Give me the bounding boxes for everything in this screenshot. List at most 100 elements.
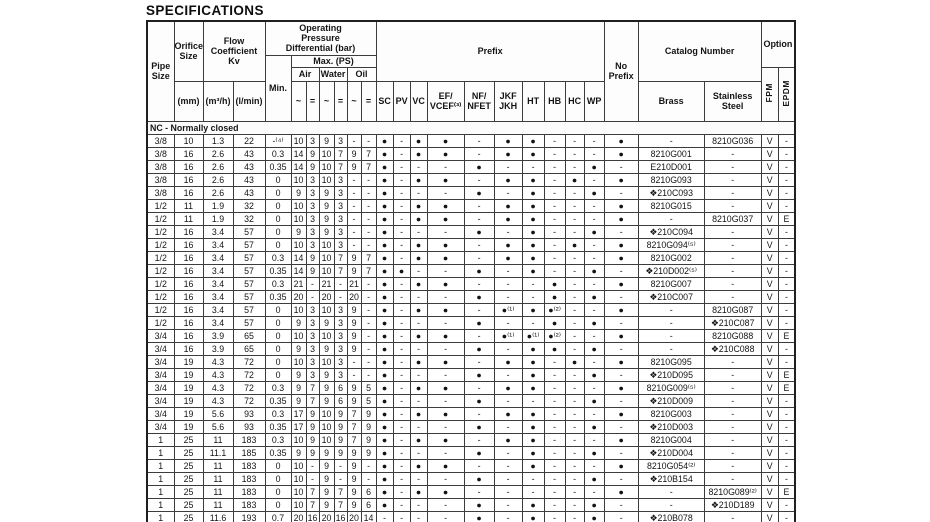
cell-prefix-nf-nfet: ●: [463, 497, 495, 512]
cell-oil-dc: 7: [360, 263, 377, 278]
cell-no-prefix: ●: [603, 146, 639, 161]
cell-prefix-ef-vcef: -: [426, 419, 465, 434]
table-row: 1/2 16 3.4 57 0 9 3 9 3 9- ● - - - ● - - ● - ● - - ❖210C087 V -: [146, 315, 796, 330]
cell-prefix-nf-nfet: ●: [463, 510, 495, 522]
section-row: NC - Normally closed: [146, 120, 796, 135]
cell-catalog-brass: 8210G093: [637, 172, 705, 187]
cell-kv-lmin: 22: [232, 133, 266, 148]
cell-prefix-ef-vcef: ●: [426, 354, 465, 369]
col-header-prefix-vc: VC: [409, 80, 428, 122]
cell-oil-dc: -: [360, 237, 377, 252]
cell-water-ac: 10: [318, 328, 335, 343]
cell-kv-lmin: 57: [232, 315, 266, 330]
cell-orifice-mm: 19: [173, 406, 204, 421]
col-header-oil-ac: ~: [346, 80, 362, 122]
cell-option-epdm: -: [777, 510, 796, 522]
cell-kv-m3h: 11: [202, 471, 234, 486]
cell-option-fpm: V: [760, 341, 779, 356]
cell-orifice-mm: 16: [173, 172, 204, 187]
cell-oil-dc: 9: [360, 445, 377, 460]
cell-prefix-vc: ●: [409, 484, 428, 499]
cell-min-pressure: 0.35: [264, 289, 292, 304]
cell-option-epdm: E: [777, 328, 796, 343]
cell-catalog-stainless: 8210G036: [703, 133, 762, 148]
cell-water-dc: 3: [333, 198, 348, 213]
cell-prefix-vc: ●: [409, 133, 428, 148]
cell-no-prefix: -: [603, 497, 639, 512]
cell-kv-lmin: 183: [232, 484, 266, 499]
cell-prefix-ef-vcef: ●: [426, 172, 465, 187]
cell-no-prefix: -: [603, 419, 639, 434]
table-row: 1/2 16 3.4 57 0 10 3 10 3- - ● - ● ● - ● ● - ● - ● 8210G094⁽⁵…: [146, 237, 796, 252]
cell-oil-ac: 9: [346, 250, 362, 265]
cell-oil-ac: 9: [346, 341, 362, 356]
cell-prefix-ht: ●: [521, 445, 545, 460]
table-row: 3/4 16 3.9 65 0 9 3 9 3 9- ● - - - ● - ● ● - ● - - ❖210C088 V -: [146, 341, 796, 356]
cell-kv-m3h: 3.4: [202, 289, 234, 304]
cell-water-dc: -: [333, 458, 348, 473]
cell-prefix-ht: ●: [521, 458, 545, 473]
cell-prefix-hc: -: [564, 497, 585, 512]
cell-prefix-jkf-jkh: ●: [493, 354, 523, 369]
cell-prefix-vc: -: [409, 367, 428, 382]
cell-air-dc: 3: [305, 198, 320, 213]
cell-option-epdm: -: [777, 172, 796, 187]
cell-oil-dc: -: [360, 302, 377, 317]
cell-catalog-brass: ❖210D009: [637, 393, 705, 408]
cell-min-pressure: 0: [264, 237, 292, 252]
cell-water-ac: 9: [318, 133, 335, 148]
cell-prefix-hb: ●⁽²⁾: [543, 302, 566, 317]
cell-catalog-brass: 8210G054⁽²⁾: [637, 458, 705, 473]
cell-kv-m3h: 3.4: [202, 302, 234, 317]
cell-prefix-sc: ●: [375, 237, 394, 252]
cell-water-dc: 7: [333, 250, 348, 265]
cell-orifice-mm: 10: [173, 133, 204, 148]
col-header-prefix-pv: PV: [392, 80, 411, 122]
cell-option-fpm: V: [760, 276, 779, 291]
cell-air-dc: 16: [305, 510, 320, 522]
cell-pipe-size: 3/4: [146, 406, 175, 421]
cell-min-pressure: 0: [264, 484, 292, 499]
cell-prefix-hc: -: [564, 510, 585, 522]
cell-min-pressure: 0.35: [264, 419, 292, 434]
cell-water-ac: 10: [318, 354, 335, 369]
cell-prefix-wp: -: [583, 237, 605, 252]
cell-oil-ac: 9: [346, 471, 362, 486]
cell-orifice-mm: 25: [173, 510, 204, 522]
cell-oil-dc: -: [360, 276, 377, 291]
cell-option-fpm: V: [760, 133, 779, 148]
cell-prefix-ef-vcef: -: [426, 497, 465, 512]
table-row: 3/4 16 3.9 65 0 10 3 10 3 9- ● - ● ● - ●⁽¹⁾ ●⁽¹⁾ ●⁽²⁾ - - ● -…: [146, 328, 796, 343]
cell-min-pressure: 0.3: [264, 380, 292, 395]
cell-kv-lmin: 183: [232, 458, 266, 473]
cell-no-prefix: -: [603, 393, 639, 408]
cell-kv-lmin: 183: [232, 497, 266, 512]
cell-orifice-mm: 16: [173, 276, 204, 291]
cell-oil-dc: 9: [360, 432, 377, 447]
cell-prefix-sc: ●: [375, 367, 394, 382]
cell-orifice-mm: 19: [173, 419, 204, 434]
cell-oil-ac: 9: [346, 146, 362, 161]
cell-catalog-brass: ❖210D004: [637, 445, 705, 460]
cell-air-ac: 10: [290, 432, 307, 447]
cell-prefix-ef-vcef: -: [426, 185, 465, 200]
cell-prefix-ht: ●: [521, 133, 545, 148]
cell-prefix-nf-nfet: -: [463, 458, 495, 473]
cell-pipe-size: 1: [146, 497, 175, 512]
cell-prefix-nf-nfet: ●: [463, 419, 495, 434]
cell-catalog-stainless: -: [703, 224, 762, 239]
cell-kv-m3h: 2.6: [202, 172, 234, 187]
cell-prefix-pv: -: [392, 510, 411, 522]
cell-prefix-vc: ●: [409, 237, 428, 252]
table-row: 3/4 19 4.3 72 0.35 9 7 9 6 9 5 ● - - - ● - - - - ● - ❖210D009-…: [146, 393, 796, 408]
fpm-label: FPM: [764, 83, 775, 103]
cell-water-dc: 7: [333, 484, 348, 499]
cell-prefix-sc: ●: [375, 133, 394, 148]
cell-catalog-brass: 8210G001: [637, 146, 705, 161]
cell-catalog-brass: ❖210D095: [637, 367, 705, 382]
cell-kv-m3h: 4.3: [202, 393, 234, 408]
cell-prefix-jkf-jkh: ●: [493, 250, 523, 265]
cell-kv-m3h: 11.1: [202, 445, 234, 460]
cell-catalog-brass: -: [637, 133, 705, 148]
cell-prefix-sc: ●: [375, 198, 394, 213]
